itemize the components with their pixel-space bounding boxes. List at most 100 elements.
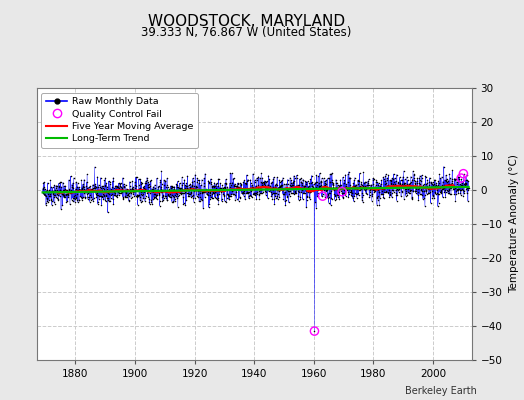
Point	[255, 192, 263, 198]
Point	[156, 177, 165, 184]
Point	[448, 176, 456, 183]
Point	[445, 190, 453, 196]
Point	[152, 191, 160, 198]
Point	[161, 194, 170, 201]
Point	[348, 195, 357, 202]
Point	[425, 186, 434, 192]
Point	[118, 189, 126, 196]
Point	[269, 176, 277, 182]
Point	[190, 178, 198, 184]
Point	[238, 186, 246, 192]
Point	[358, 192, 367, 199]
Point	[255, 188, 263, 194]
Point	[325, 194, 333, 200]
Point	[141, 193, 150, 199]
Point	[112, 186, 120, 192]
Point	[163, 175, 171, 182]
Point	[90, 185, 99, 192]
Point	[463, 184, 472, 191]
Point	[123, 194, 132, 200]
Point	[42, 200, 50, 207]
Point	[396, 180, 405, 187]
Point	[369, 175, 377, 182]
Point	[127, 194, 135, 201]
Point	[324, 175, 332, 182]
Point	[146, 183, 155, 190]
Point	[92, 184, 100, 190]
Point	[377, 181, 385, 188]
Point	[276, 183, 285, 190]
Point	[214, 183, 222, 190]
Point	[373, 194, 381, 200]
Point	[125, 190, 134, 196]
Point	[118, 175, 127, 181]
Point	[267, 193, 276, 199]
Point	[78, 196, 86, 203]
Point	[254, 184, 262, 191]
Point	[373, 194, 381, 201]
Point	[185, 193, 193, 199]
Point	[191, 194, 199, 201]
Point	[224, 196, 233, 202]
Point	[276, 179, 284, 185]
Point	[170, 198, 179, 205]
Point	[426, 184, 434, 191]
Point	[84, 196, 92, 202]
Point	[211, 185, 220, 191]
Point	[183, 186, 192, 192]
Point	[204, 177, 213, 184]
Point	[288, 184, 297, 190]
Point	[307, 188, 315, 194]
Point	[306, 176, 314, 182]
Point	[108, 188, 116, 194]
Point	[233, 183, 242, 190]
Point	[317, 178, 325, 184]
Point	[84, 190, 93, 196]
Point	[334, 192, 342, 198]
Point	[163, 197, 171, 203]
Point	[360, 184, 368, 191]
Point	[305, 185, 313, 192]
Point	[106, 188, 115, 195]
Point	[224, 192, 232, 198]
Point	[321, 182, 330, 188]
Point	[268, 191, 276, 197]
Point	[81, 194, 89, 201]
Point	[245, 192, 253, 199]
Point	[209, 188, 217, 195]
Point	[421, 174, 430, 180]
Point	[324, 190, 333, 196]
Point	[180, 176, 189, 183]
Point	[83, 190, 91, 197]
Point	[62, 187, 71, 193]
Point	[373, 179, 381, 185]
Point	[177, 190, 185, 197]
Point	[232, 187, 240, 194]
Point	[283, 194, 291, 200]
Point	[318, 184, 326, 190]
Point	[302, 178, 311, 185]
Point	[332, 184, 340, 191]
Point	[198, 197, 206, 203]
Point	[424, 182, 433, 188]
Point	[244, 176, 252, 183]
Point	[396, 180, 404, 186]
Point	[420, 181, 428, 187]
Point	[421, 203, 429, 209]
Point	[147, 177, 155, 184]
Point	[181, 185, 189, 192]
Point	[427, 200, 435, 206]
Point	[57, 179, 65, 185]
Point	[75, 197, 83, 204]
Point	[285, 188, 293, 194]
Point	[248, 185, 257, 191]
Point	[152, 188, 160, 195]
Point	[398, 176, 407, 183]
Point	[321, 178, 329, 184]
Point	[47, 188, 56, 194]
Point	[435, 171, 443, 177]
Point	[218, 196, 226, 202]
Point	[451, 176, 459, 182]
Point	[388, 187, 397, 193]
Point	[362, 182, 370, 188]
